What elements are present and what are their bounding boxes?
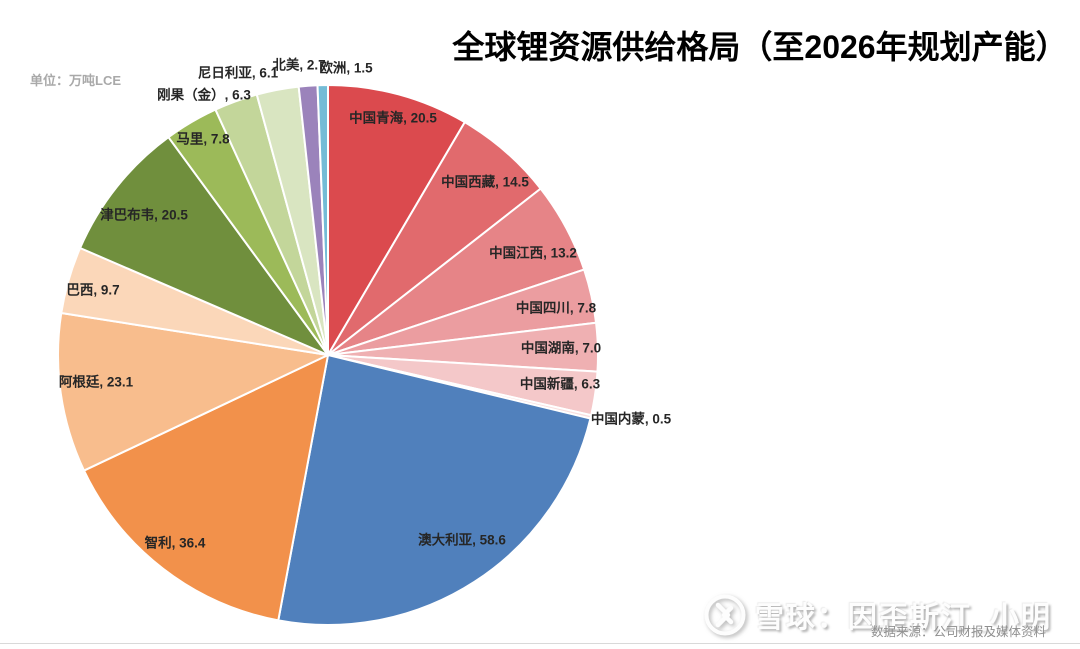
watermark-brand-text: 雪球：因歪斯汀_小明	[754, 602, 1052, 634]
unit-label: 单位：万吨LCE	[30, 73, 122, 88]
slice-label: 智利, 36.4	[145, 535, 206, 551]
slice-label: 欧洲, 1.5	[319, 60, 373, 76]
chart-title: 全球锂资源供给格局（至2026年规划产能）	[452, 29, 1068, 65]
slice-label: 中国新疆, 6.3	[520, 376, 601, 392]
pie-slice-12	[79, 136, 329, 356]
xueqiu-logo-icon	[704, 594, 746, 636]
slice-label: 巴西, 9.7	[66, 283, 119, 298]
pie-slice-10	[57, 312, 329, 472]
watermark: 雪球：因歪斯汀_小明	[704, 594, 1052, 636]
slice-label: 中国内蒙, 0.5	[591, 411, 672, 427]
slice-label: 尼日利亚, 6.1	[198, 65, 279, 81]
pie-slice-8	[277, 354, 592, 626]
slice-label: 中国西藏, 14.5	[441, 174, 529, 190]
slice-label: 中国湖南, 7.0	[521, 340, 601, 356]
slice-label: 津巴布韦, 20.5	[100, 207, 188, 223]
slice-label: 马里, 7.8	[176, 132, 230, 147]
slice-label: 刚果（金）, 6.3	[157, 87, 251, 103]
pie-slice-9	[83, 354, 329, 622]
slice-label: 中国四川, 7.8	[516, 300, 597, 316]
pie-slice-17	[316, 83, 329, 356]
slice-label: 北美, 2.7	[272, 57, 325, 73]
slice-label: 中国江西, 13.2	[489, 245, 577, 261]
slice-label: 中国青海, 20.5	[349, 110, 437, 126]
slice-label: 阿根廷, 23.1	[59, 374, 134, 390]
data-source-note: 数据来源：公司财报及媒体资料	[870, 625, 1046, 639]
bottom-divider	[0, 643, 1080, 644]
pie-slice-1	[327, 84, 466, 356]
slice-label: 澳大利亚, 58.6	[418, 532, 506, 548]
